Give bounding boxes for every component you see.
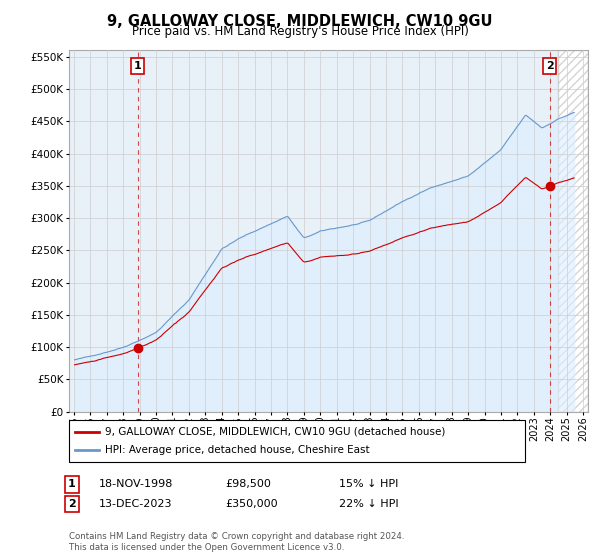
Bar	[559, 50, 588, 412]
Text: 9, GALLOWAY CLOSE, MIDDLEWICH, CW10 9GU (detached house): 9, GALLOWAY CLOSE, MIDDLEWICH, CW10 9GU …	[105, 427, 445, 437]
Text: 15% ↓ HPI: 15% ↓ HPI	[339, 479, 398, 489]
Text: 9, GALLOWAY CLOSE, MIDDLEWICH, CW10 9GU: 9, GALLOWAY CLOSE, MIDDLEWICH, CW10 9GU	[107, 14, 493, 29]
Text: 18-NOV-1998: 18-NOV-1998	[99, 479, 173, 489]
Text: 1: 1	[68, 479, 76, 489]
Bar	[559, 50, 588, 412]
Text: 1: 1	[134, 61, 142, 71]
Text: £98,500: £98,500	[225, 479, 271, 489]
Text: 2: 2	[545, 61, 553, 71]
Text: 2: 2	[68, 499, 76, 509]
Text: 22% ↓ HPI: 22% ↓ HPI	[339, 499, 398, 509]
Text: 13-DEC-2023: 13-DEC-2023	[99, 499, 173, 509]
Text: Price paid vs. HM Land Registry's House Price Index (HPI): Price paid vs. HM Land Registry's House …	[131, 25, 469, 38]
Text: Contains HM Land Registry data © Crown copyright and database right 2024.
This d: Contains HM Land Registry data © Crown c…	[69, 532, 404, 552]
Text: £350,000: £350,000	[225, 499, 278, 509]
Text: HPI: Average price, detached house, Cheshire East: HPI: Average price, detached house, Ches…	[105, 445, 370, 455]
